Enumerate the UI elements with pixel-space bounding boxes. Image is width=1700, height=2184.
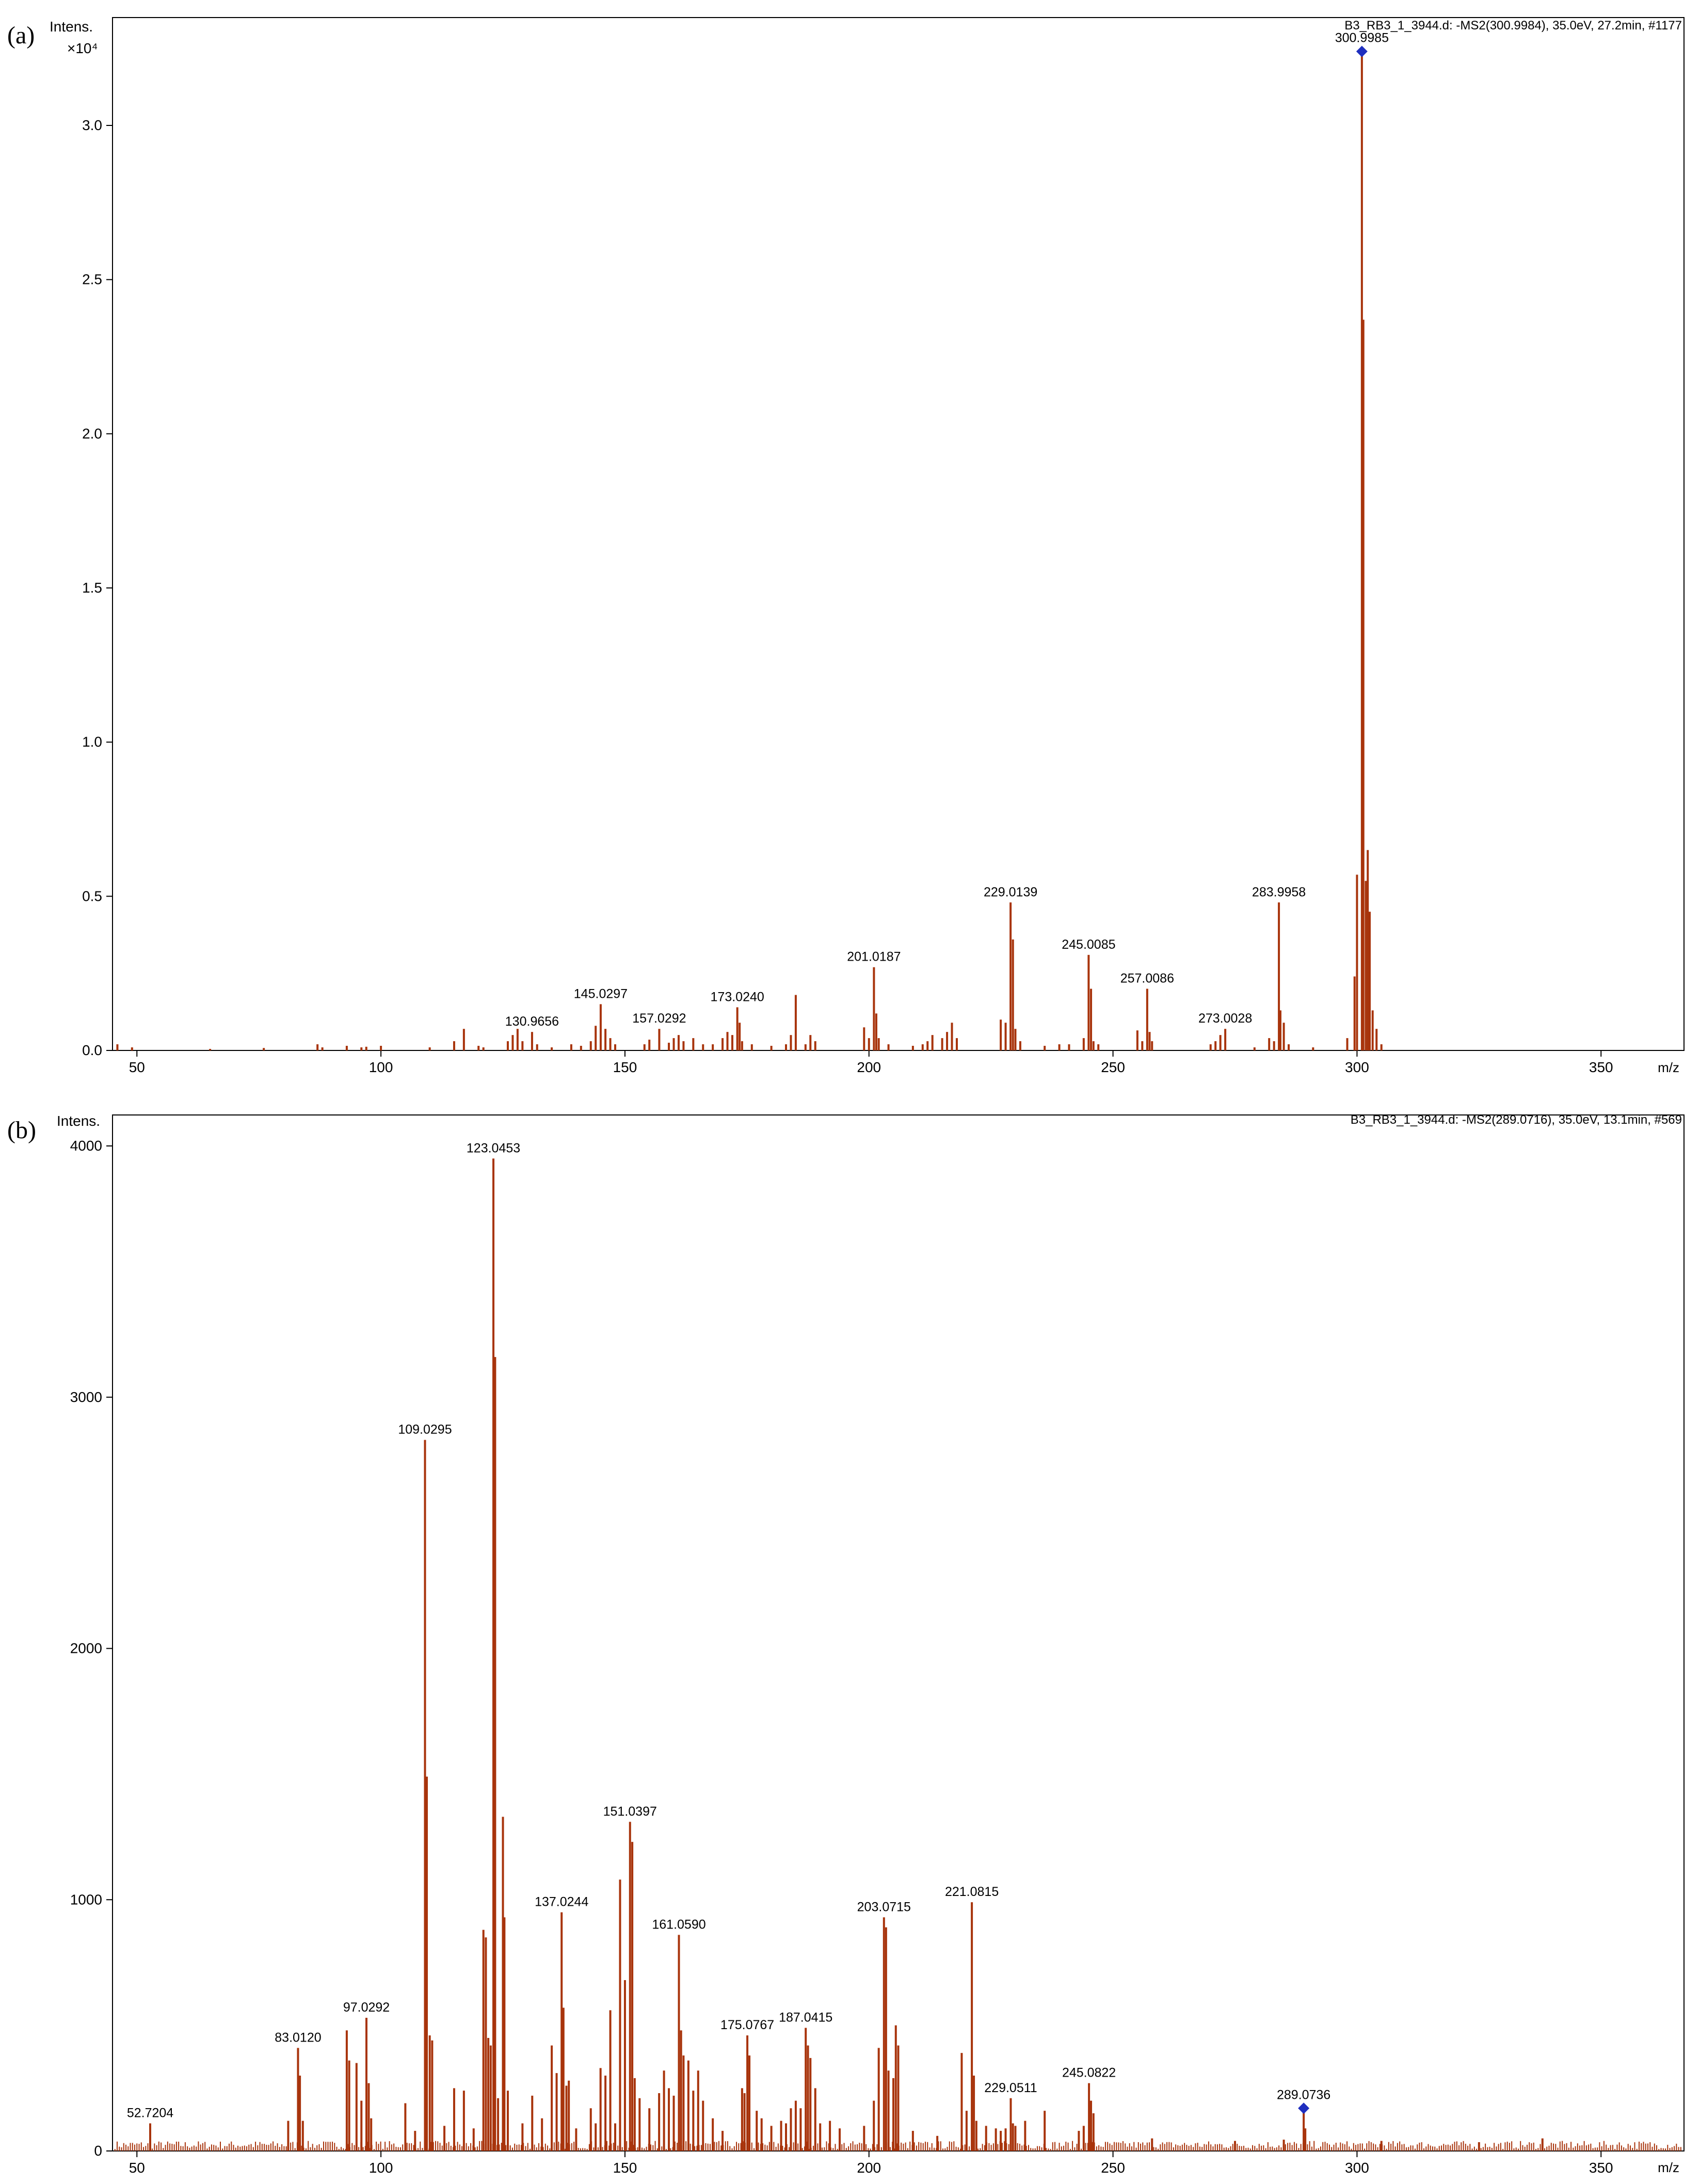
panel-a-x-tick-label: 50: [129, 1059, 145, 1075]
peak-label: 151.0397: [603, 1804, 657, 1819]
panel-b-x-tick-label: 350: [1589, 2160, 1613, 2176]
spectrum-panel-a: (a) Intens. ×10⁴ B3_RB3_1_3944.d: -MS2(3…: [7, 17, 1685, 1075]
peak-label: 175.0767: [720, 2018, 774, 2032]
panel-b-x-tick-label: 250: [1101, 2160, 1125, 2176]
panel-a-y-tick-label: 0.0: [82, 1042, 102, 1058]
panel-b-plot-frame: [112, 1114, 1685, 2151]
panel-b-y-tick-label: 0: [94, 2143, 102, 2159]
panel-b-axes: 50 100 150 200 250 300 350 0 1000 2000 3000 4000: [70, 1138, 1613, 2176]
panel-a-y-tick-label: 0.5: [82, 888, 102, 904]
peak-label: 257.0086: [1120, 971, 1174, 986]
panel-a-x-tick-label: 150: [613, 1059, 637, 1075]
panel-a-y-tick-label: 1.0: [82, 734, 102, 750]
panel-b-x-tick-label: 300: [1345, 2160, 1369, 2176]
panel-b-y-tick-label: 2000: [70, 1640, 102, 1656]
peak-label: 130.9656: [505, 1014, 559, 1029]
precursor-marker: [1298, 2102, 1310, 2114]
peak-label: 137.0244: [535, 1895, 588, 1909]
panel-a-label: (a): [7, 22, 35, 49]
panel-a-y-tick-label: 1.5: [82, 580, 102, 596]
peak-label: 221.0815: [945, 1885, 999, 1899]
panel-b-x-tick-label: 50: [129, 2160, 145, 2176]
peak-label: 289.0736: [1277, 2087, 1330, 2102]
peak-label: 83.0120: [275, 2030, 321, 2045]
panel-b-y-axis-title: Intens.: [57, 1113, 100, 1129]
panel-a-x-tick-label: 250: [1101, 1059, 1125, 1075]
panel-b-label: (b): [7, 1117, 36, 1144]
panel-a-labeled-peaks: 130.9656 145.0297 157.0292 173.0240 201.0187…: [505, 31, 1389, 1050]
panel-b-y-tick-label: 1000: [70, 1891, 102, 1907]
peak-label: 157.0292: [632, 1011, 686, 1026]
panel-b-y-tick-label: 3000: [70, 1389, 102, 1405]
panel-a-x-tick-label: 200: [857, 1059, 881, 1075]
panel-a-x-axis-title: m/z: [1658, 1060, 1679, 1075]
panel-a-x-tick-label: 100: [369, 1059, 393, 1075]
panel-b-minor-peaks: [114, 1357, 1681, 2151]
panel-b-x-tick-label: 100: [369, 2160, 393, 2176]
peak-label: 201.0187: [847, 950, 901, 964]
panel-b-x-tick-label: 200: [857, 2160, 881, 2176]
panel-a-axes: 50 100 150 200 250 300 350 0.0 0.5 1.0 1.5 2.0 2.5 3.…: [82, 117, 1613, 1075]
peak-label: 123.0453: [467, 1141, 520, 1155]
peak-label: 273.0028: [1198, 1011, 1252, 1026]
panel-a-x-tick-label: 300: [1345, 1059, 1369, 1075]
peak-label: 161.0590: [652, 1917, 705, 1932]
panel-b-x-axis-title: m/z: [1658, 2160, 1679, 2175]
panel-a-y-tick-label: 2.5: [82, 272, 102, 288]
panel-a-plot-frame: [112, 17, 1685, 1051]
panel-b-y-tick-label: 4000: [70, 1138, 102, 1154]
panel-b-labeled-peaks: 52.7204 83.0120 97.0292 109.0295 123.0453 137…: [127, 1141, 1330, 2151]
peak-label: 229.0139: [984, 885, 1037, 899]
peak-label: 203.0715: [857, 1900, 911, 1914]
peak-label: 283.9958: [1252, 885, 1306, 899]
peak-label: 229.0511: [984, 2081, 1037, 2095]
peak-label: 245.0822: [1062, 2066, 1116, 2080]
panel-a-y-scale: ×10⁴: [67, 40, 98, 56]
peak-label: 97.0292: [343, 2000, 390, 2015]
peak-label: 145.0297: [574, 986, 628, 1001]
peak-label: 187.0415: [779, 2010, 832, 2024]
panel-a-y-tick-label: 3.0: [82, 117, 102, 133]
panel-a-header: B3_RB3_1_3944.d: -MS2(300.9984), 35.0eV,…: [1344, 19, 1682, 33]
peak-label: 109.0295: [398, 1422, 452, 1437]
precursor-marker: [1356, 45, 1368, 57]
panel-b-x-tick-label: 150: [613, 2160, 637, 2176]
panel-a-x-tick-label: 350: [1589, 1059, 1613, 1075]
peak-label: 173.0240: [711, 990, 764, 1004]
panel-a-y-tick-label: 2.0: [82, 425, 102, 441]
spectrum-panel-b: (b) Intens. B3_RB3_1_3944.d: -MS2(289.07…: [7, 1113, 1685, 2176]
peak-label: 52.7204: [127, 2106, 173, 2120]
peak-label: 245.0085: [1062, 937, 1115, 952]
peak-label: 300.9985: [1335, 31, 1389, 45]
panel-a-y-axis-title: Intens.: [50, 19, 93, 35]
panel-a-minor-peaks: [116, 320, 1383, 1050]
